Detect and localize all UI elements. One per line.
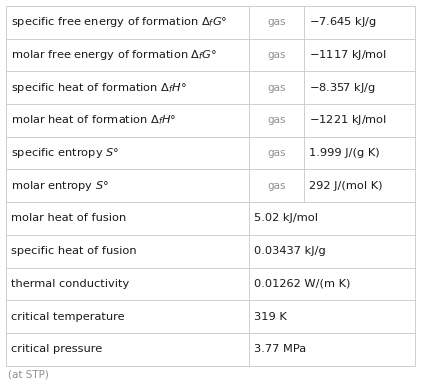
Text: 0.03437 kJ/g: 0.03437 kJ/g [253,246,325,256]
Text: $-$7.645 kJ/g: $-$7.645 kJ/g [309,15,376,29]
Text: gas: gas [268,17,286,27]
Text: $-$1117 kJ/mol: $-$1117 kJ/mol [309,48,387,62]
Text: gas: gas [268,181,286,191]
Text: molar free energy of formation $\Delta_f G°$: molar free energy of formation $\Delta_f… [11,48,217,62]
Text: molar entropy $S°$: molar entropy $S°$ [11,179,109,193]
Text: gas: gas [268,115,286,125]
Text: specific heat of formation $\Delta_f H°$: specific heat of formation $\Delta_f H°$ [11,81,186,95]
Text: gas: gas [268,82,286,93]
Text: 0.01262 W/(m K): 0.01262 W/(m K) [253,279,350,289]
Text: gas: gas [268,148,286,158]
Text: $-$8.357 kJ/g: $-$8.357 kJ/g [309,81,376,95]
Text: specific heat of fusion: specific heat of fusion [11,246,136,256]
Text: critical pressure: critical pressure [11,344,102,354]
Text: critical temperature: critical temperature [11,312,124,322]
Text: 319 K: 319 K [253,312,286,322]
Text: thermal conductivity: thermal conductivity [11,279,129,289]
Text: 5.02 kJ/mol: 5.02 kJ/mol [253,214,317,223]
Text: 3.77 MPa: 3.77 MPa [253,344,306,354]
Text: specific entropy $S°$: specific entropy $S°$ [11,146,119,160]
Text: gas: gas [268,50,286,60]
Text: 1.999 J/(g K): 1.999 J/(g K) [309,148,379,158]
Text: molar heat of fusion: molar heat of fusion [11,214,126,223]
Text: (at STP): (at STP) [8,370,49,380]
Text: $-$1221 kJ/mol: $-$1221 kJ/mol [309,113,387,127]
Text: 292 J/(mol K): 292 J/(mol K) [309,181,382,191]
Text: specific free energy of formation $\Delta_f G°$: specific free energy of formation $\Delt… [11,15,227,29]
Text: molar heat of formation $\Delta_f H°$: molar heat of formation $\Delta_f H°$ [11,114,176,127]
